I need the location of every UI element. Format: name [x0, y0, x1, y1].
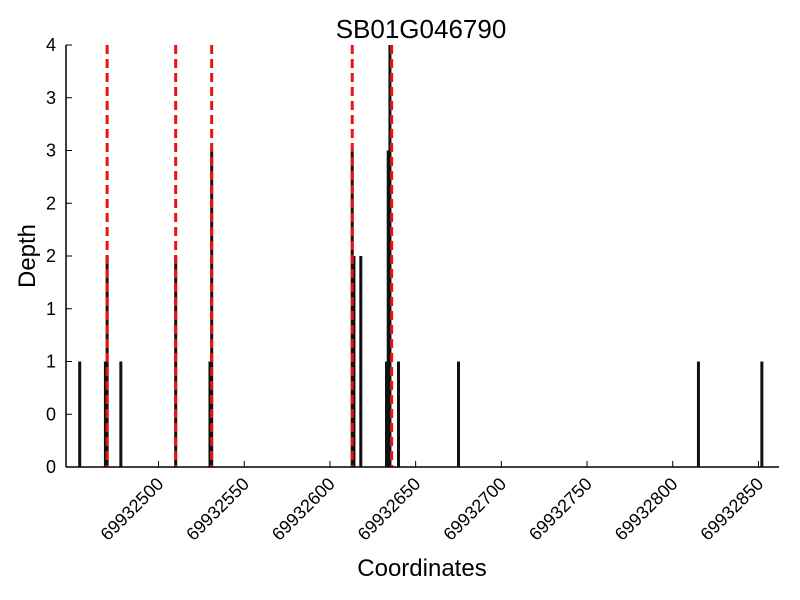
depth-bar [103, 361, 107, 467]
y-tick-label: 3 [46, 141, 56, 161]
depth-bar [119, 361, 123, 467]
y-tick-label: 1 [46, 352, 56, 372]
x-axis-label: Coordinates [357, 555, 486, 582]
x-tick-label: 69932850 [696, 474, 767, 545]
y-tick-label: 4 [46, 35, 56, 55]
x-tick-label: 69932500 [97, 474, 168, 545]
y-tick-label: 2 [46, 193, 56, 213]
x-tick-label: 69932550 [182, 474, 253, 545]
y-tick-label: 3 [46, 88, 56, 108]
depth-bar [456, 361, 460, 467]
bars-group [78, 45, 764, 467]
y-ticks-group: 0 0 1 1 2 2 3 3 4 [46, 35, 72, 477]
depth-bar [350, 150, 354, 467]
y-tick-label: 0 [46, 404, 56, 424]
depth-bar [696, 361, 700, 467]
x-ticks-group: 69932500 69932550 69932600 69932650 69932700… [97, 461, 767, 545]
chart-title: SB01G046790 [336, 14, 507, 44]
y-tick-label: 1 [46, 299, 56, 319]
depth-bar [760, 361, 764, 467]
x-tick-label: 69932600 [268, 474, 339, 545]
depth-bar [352, 256, 356, 467]
depth-bar [385, 361, 389, 467]
axes-group [65, 45, 779, 468]
x-tick-label: 69932650 [354, 474, 425, 545]
depth-bar [78, 361, 82, 467]
x-tick-label: 69932750 [525, 474, 596, 545]
depth-bar [210, 150, 214, 467]
depth-bar [208, 361, 212, 467]
y-tick-label: 0 [46, 457, 56, 477]
reference-lines-group [105, 45, 394, 467]
x-tick-label: 69932700 [439, 474, 510, 545]
y-axis-label: Depth [14, 224, 41, 288]
depth-bar [359, 256, 363, 467]
y-tick-label: 2 [46, 246, 56, 266]
depth-bar [386, 150, 390, 467]
x-tick-label: 69932800 [611, 474, 682, 545]
depth-bar [397, 361, 401, 467]
depth-bar [388, 45, 392, 467]
